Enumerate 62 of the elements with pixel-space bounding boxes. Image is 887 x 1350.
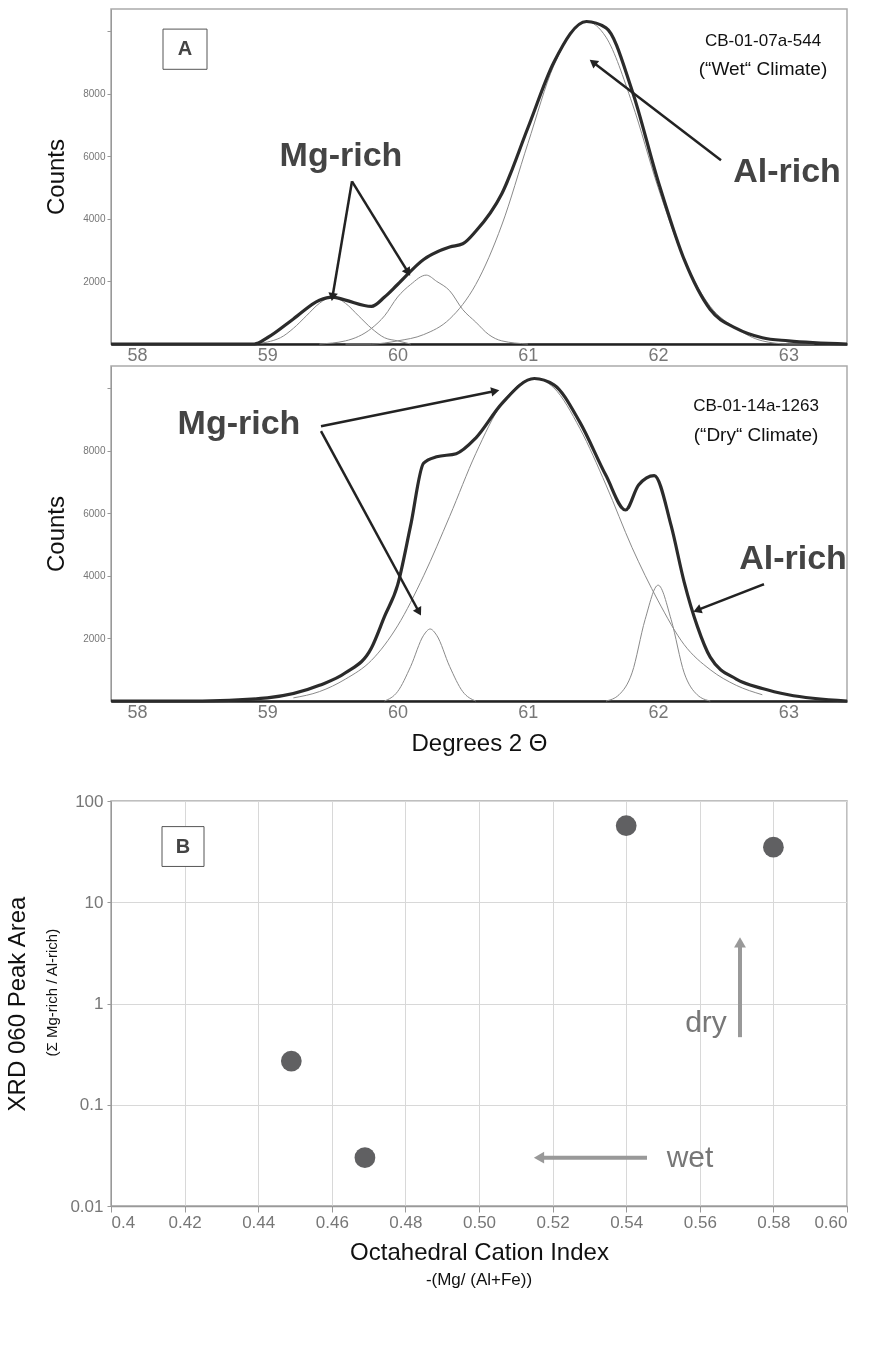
x-tick-label: 62 (648, 701, 669, 722)
x-tick-label: 0.4 (111, 1212, 136, 1232)
x-tick-label: 61 (518, 344, 539, 365)
x-axis-title: Octahedral Cation Index (350, 1237, 609, 1265)
x-tick-label: 61 (518, 701, 539, 722)
x-tick-label: 59 (257, 344, 278, 365)
annotation: Al-rich (733, 150, 841, 189)
y-axis-title: Counts (42, 495, 70, 573)
annotation: wet (665, 1139, 715, 1173)
y-tick-label: 4000 (83, 570, 106, 582)
y-tick-label: 0.1 (79, 1095, 104, 1115)
text: (Σ Mg-rich / Al-rich) (43, 928, 60, 1057)
annotation: (“Dry“ Climate) (693, 423, 819, 445)
annotation: (“Wet“ Climate) (698, 58, 828, 80)
y-axis-title: XRD 060 Peak Area (3, 895, 31, 1112)
y-tick-label: 2000 (83, 632, 106, 644)
x-tick-label: 58 (127, 344, 148, 365)
y-tick-label: 1 (94, 994, 104, 1013)
x-tick-label: 60 (388, 344, 409, 365)
annotation: CB-01-07a-544 (704, 30, 822, 50)
point (763, 836, 784, 858)
annotation: A (177, 37, 193, 60)
y-tick-label: 4000 (83, 213, 106, 225)
x-tick-label: 0.44 (242, 1212, 276, 1232)
y-tick-label: 100 (75, 791, 104, 811)
line-series (384, 628, 477, 702)
y-tick-label: 10 (84, 892, 104, 912)
y-tick-label: 6000 (83, 507, 106, 519)
y-tick-label: 8000 (83, 88, 106, 100)
x-tick-label: 59 (257, 701, 278, 722)
y-tick-label: 8000 (83, 445, 106, 457)
x-tick-label: 0.46 (315, 1212, 349, 1232)
y-tick-label: 2000 (83, 275, 106, 287)
x-axis-title: Degrees 2 Θ (411, 728, 548, 756)
x-tick-label: 0.42 (168, 1212, 202, 1232)
x-tick-label: 0.48 (389, 1212, 423, 1232)
x-tick-label: 60 (388, 701, 409, 722)
x-tick-label: 0.56 (683, 1212, 717, 1232)
x-tick-label: 0.58 (757, 1212, 791, 1232)
point (354, 1147, 376, 1169)
line-series (109, 376, 849, 703)
x-tick-label: 63 (778, 344, 799, 365)
text: -(Mg/ (Al+Fe)) (425, 1269, 533, 1289)
y-tick-label: 6000 (83, 150, 106, 162)
x-tick-label: 0.50 (462, 1212, 497, 1232)
x-tick-label: 0.52 (536, 1212, 570, 1232)
point (280, 1050, 302, 1072)
x-tick-label: 0.60 (814, 1212, 848, 1232)
x-tick-label: 62 (648, 344, 669, 365)
x-tick-label: 0.54 (610, 1212, 644, 1232)
point (615, 815, 637, 837)
annotation: Mg-rich (279, 135, 403, 174)
x-tick-label: 58 (127, 701, 148, 722)
annotation: Mg-rich (177, 403, 301, 442)
y-tick-label: 0.01 (70, 1196, 104, 1216)
annotation: dry (685, 1004, 727, 1038)
line-series (109, 19, 849, 346)
y-axis-title: Counts (42, 138, 70, 216)
annotation: B (175, 834, 191, 857)
x-tick-label: 63 (778, 701, 799, 722)
annotation: Al-rich (739, 538, 847, 577)
annotation: CB-01-14a-1263 (693, 396, 819, 416)
